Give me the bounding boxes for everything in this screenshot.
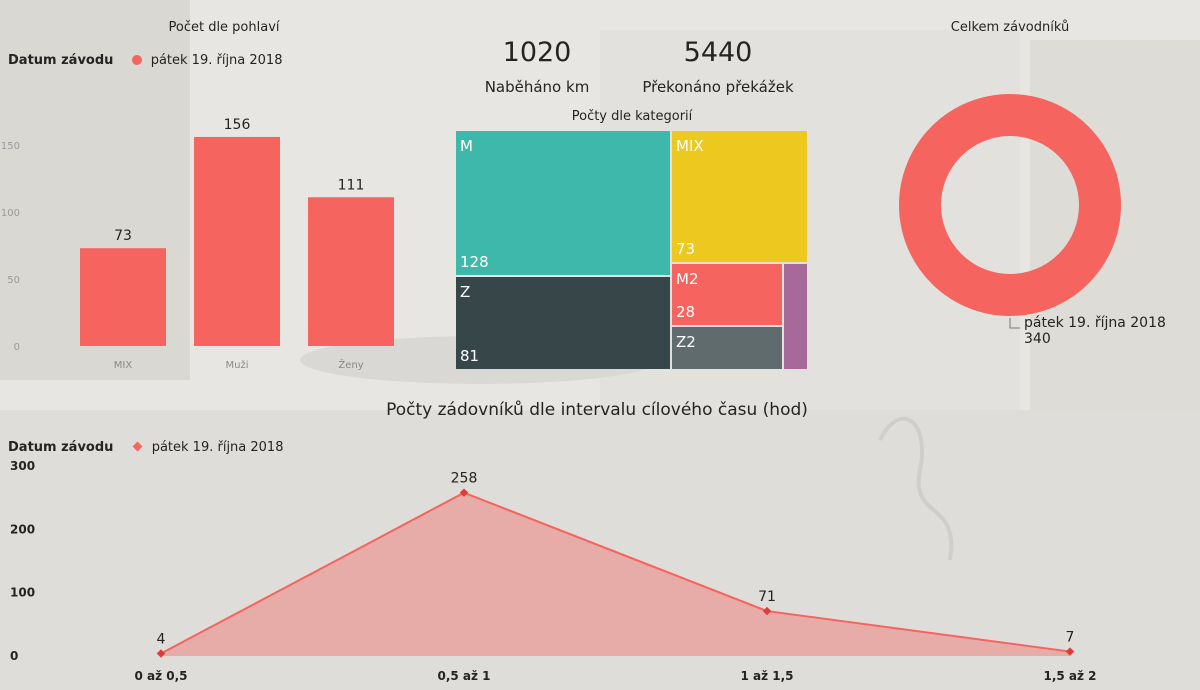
bar[interactable] [194, 136, 280, 346]
bar-legend[interactable]: Datum závodu pátek 19. října 2018 [8, 49, 282, 68]
area-point[interactable] [156, 649, 166, 658]
area-point[interactable] [1065, 647, 1075, 656]
area-legend-item: pátek 19. října 2018 [151, 440, 284, 455]
treemap-tile[interactable] [672, 264, 782, 325]
treemap-tile-name: MIX [676, 137, 704, 155]
donut-title: Celkem závodníků [950, 20, 1070, 35]
bar-chart-title: Počet dle pohlaví [168, 20, 280, 35]
bar-y-tick-label: 150 [1, 141, 20, 152]
bar-x-tick-label: Ženy [338, 358, 363, 371]
area-legend-key: Datum závodu [8, 440, 114, 455]
area-point[interactable] [459, 488, 469, 497]
area-x-tick-label: 0,5 až 1 [437, 669, 490, 683]
donut-label: pátek 19. října 2018 340 [1010, 315, 1166, 347]
treemap-tile-name: M [460, 137, 473, 155]
treemap-tile[interactable] [784, 264, 807, 369]
kpi-km-label: Naběháno km [484, 78, 590, 96]
treemap-tile-name: Z [460, 283, 471, 301]
area-data-label: 258 [451, 471, 478, 487]
bar-y-tick-label: 50 [7, 275, 20, 286]
donut-leader-line [1009, 318, 1020, 329]
bar-data-label: 156 [224, 117, 251, 133]
area-legend[interactable]: Datum závodu pátek 19. října 2018 [8, 436, 283, 455]
area-data-label: 71 [758, 589, 776, 605]
treemap-tile[interactable] [672, 131, 807, 262]
area-y-tick-label: 200 [10, 522, 35, 536]
treemap-tile[interactable] [456, 131, 670, 275]
treemap-tile[interactable] [456, 277, 670, 369]
bar-legend-item: pátek 19. října 2018 [150, 53, 283, 68]
area-line [160, 491, 1071, 655]
bar[interactable] [308, 197, 394, 346]
bar-legend-key: Datum závodu [8, 53, 114, 68]
area-x-tick-label: 1 až 1,5 [740, 669, 793, 683]
treemap-tile-name: Z2 [676, 333, 696, 351]
bar-data-label: 111 [338, 177, 365, 193]
treemap-tile-value: 128 [460, 253, 489, 271]
bar-x-tick-label: Muži [226, 359, 249, 371]
area-data-label: 7 [1066, 630, 1075, 646]
treemap-tile-value: 73 [676, 240, 696, 258]
donut-label-value: 340 [1024, 331, 1051, 347]
treemap-tile-name: M2 [676, 270, 699, 288]
donut-label-text: pátek 19. října 2018 [1024, 315, 1166, 331]
bar-x-tick-label: MIX [114, 360, 133, 371]
area-point[interactable] [762, 606, 772, 616]
bar[interactable] [80, 248, 166, 346]
area-x-tick-label: 0 až 0,5 [134, 669, 187, 683]
treemap-tile-value: 81 [460, 347, 480, 365]
donut-slice[interactable] [899, 94, 1121, 316]
treemap-title: Počty dle kategorií [571, 109, 693, 124]
kpi-obstacles-label: Překonáno překážek [642, 78, 794, 96]
area-data-label: 4 [157, 631, 166, 647]
area-chart-title: Počty zádovníků dle intervalu cílového č… [386, 400, 808, 420]
area-y-tick-label: 0 [10, 649, 18, 663]
treemap-tile[interactable] [672, 327, 782, 369]
area-fill [161, 492, 1070, 656]
bar-y-tick-label: 100 [1, 208, 20, 219]
legend-circle-icon [131, 55, 142, 65]
legend-diamond-icon [132, 441, 143, 452]
area-x-tick-label: 1,5 až 2 [1043, 669, 1096, 683]
bar-y-tick-label: 0 [14, 342, 20, 353]
area-y-tick-label: 100 [10, 586, 35, 600]
bar-data-label: 73 [114, 228, 132, 244]
area-y-tick-label: 300 [10, 459, 35, 473]
treemap-tile-value: 28 [676, 303, 696, 321]
kpi-km-value: 1020 [502, 37, 572, 68]
kpi-obstacles-value: 5440 [683, 37, 753, 68]
